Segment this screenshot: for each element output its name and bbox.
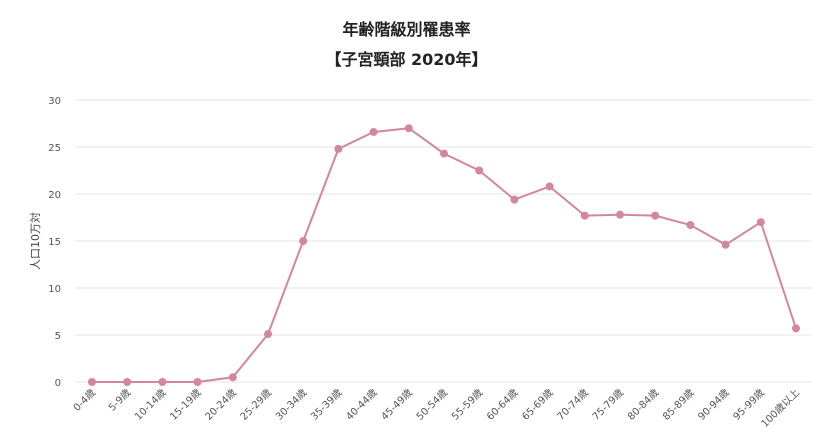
x-tick-label: 0-4歳 [71, 387, 98, 414]
y-tick-label: 10 [48, 284, 61, 295]
x-tick-label: 75-79歳 [590, 387, 626, 423]
data-point [299, 237, 308, 245]
data-point [686, 221, 695, 230]
data-point [792, 324, 800, 333]
x-tick-label: 50-54歳 [414, 387, 450, 423]
y-tick-label: 5 [55, 331, 61, 342]
y-axis-label: 人口10万対 [28, 212, 42, 270]
x-tick-label: 25-29歳 [238, 387, 274, 423]
x-tick-label: 5-9歳 [106, 387, 133, 414]
y-tick-label: 25 [48, 143, 61, 154]
x-tick-label: 55-59歳 [449, 387, 485, 423]
y-tick-label: 15 [48, 237, 61, 248]
data-point [158, 378, 167, 386]
x-tick-label: 90-94歳 [696, 387, 732, 423]
data-point [264, 330, 272, 339]
data-point [651, 211, 660, 220]
y-tick-label: 0 [55, 378, 61, 389]
data-point [756, 218, 765, 227]
x-tick-label: 10-14歳 [132, 387, 168, 423]
x-tick-label: 15-19歳 [168, 387, 204, 423]
data-points [88, 124, 800, 386]
x-tick-label: 35-39歳 [308, 387, 344, 423]
data-point [721, 240, 730, 249]
data-point [123, 378, 132, 386]
x-axis-ticks: 0-4歳 5-9歳 10-14歳 15-19歳 20-24歳 25-29歳 30-34歳 35… [71, 387, 802, 430]
x-tick-label: 60-64歳 [484, 387, 520, 423]
data-point [440, 149, 448, 158]
data-point [510, 195, 519, 204]
x-tick-label: 45-49歳 [379, 387, 415, 423]
x-tick-label: 30-34歳 [273, 387, 309, 423]
data-point [88, 378, 96, 386]
data-point [228, 373, 237, 382]
x-tick-label: 40-44歳 [344, 387, 380, 423]
data-point [193, 378, 202, 386]
chart-title: 年齢階級別罹患率 [342, 20, 471, 39]
y-tick-label: 20 [48, 190, 61, 201]
data-point [616, 210, 624, 219]
x-tick-label: 20-24歳 [203, 387, 239, 423]
data-point [334, 144, 343, 153]
data-point [545, 182, 554, 191]
data-point [475, 166, 484, 175]
data-point [369, 127, 378, 136]
chart-subtitle: 【子宮頸部 2020年】 [325, 50, 488, 69]
x-tick-label: 65-69歳 [520, 387, 556, 423]
y-tick-label: 30 [48, 96, 61, 107]
series-line [92, 127, 797, 383]
x-tick-label: 100歳以上 [759, 387, 802, 430]
x-tick-label: 70-74歳 [555, 387, 591, 423]
x-tick-label: 85-89歳 [660, 387, 696, 423]
x-tick-label: 80-84歳 [625, 387, 661, 423]
y-axis-ticks: 0 5 10 15 20 25 30 [48, 96, 61, 389]
x-tick-label: 95-99歳 [731, 387, 767, 423]
grid-lines [75, 99, 812, 383]
data-point [580, 211, 589, 220]
data-point [404, 124, 413, 133]
